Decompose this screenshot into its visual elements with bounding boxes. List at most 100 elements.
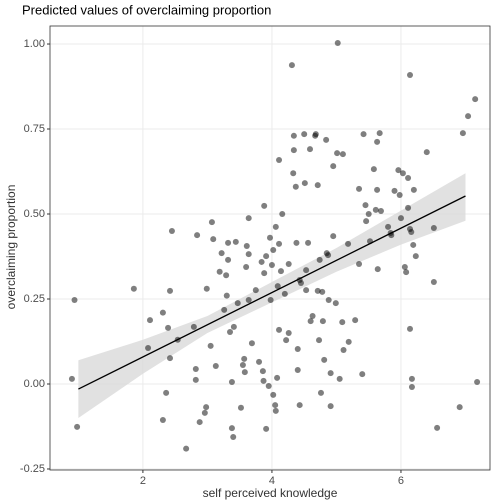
data-point (314, 182, 321, 189)
data-point (145, 344, 152, 351)
data-point (71, 297, 78, 304)
data-point (239, 361, 246, 368)
data-point (397, 215, 404, 222)
data-point (221, 306, 228, 313)
data-point (258, 258, 265, 265)
data-point (283, 337, 290, 344)
data-point (290, 132, 297, 139)
data-point (230, 434, 237, 441)
data-point (363, 218, 370, 225)
data-point (372, 206, 379, 213)
data-point (243, 264, 250, 271)
data-point (408, 375, 415, 382)
data-point (201, 409, 208, 416)
data-point (192, 376, 199, 383)
data-point (241, 369, 248, 376)
data-point (410, 241, 417, 248)
data-point (263, 253, 270, 260)
data-point (370, 166, 377, 173)
data-point (376, 130, 383, 137)
data-point (225, 239, 232, 246)
data-point (288, 62, 295, 69)
data-point (401, 264, 408, 271)
data-point (472, 96, 479, 103)
data-point (243, 242, 250, 249)
data-point (316, 256, 323, 263)
data-point (261, 270, 268, 277)
data-point (147, 317, 153, 324)
data-point (423, 149, 430, 156)
data-point (434, 424, 441, 431)
data-point (277, 268, 284, 275)
data-point (74, 423, 81, 430)
data-point (405, 174, 412, 181)
data-point (330, 163, 337, 170)
data-point (362, 202, 369, 209)
data-point (377, 207, 384, 214)
data-point (261, 202, 268, 209)
data-point (374, 186, 381, 193)
data-point (359, 371, 366, 378)
y-tick-label: -0.25 (20, 463, 45, 475)
data-point (276, 240, 283, 247)
data-point (167, 287, 173, 294)
data-point (339, 319, 346, 326)
data-point (307, 146, 313, 153)
data-point (408, 384, 415, 391)
confidence-band (78, 173, 466, 418)
data-point (212, 362, 219, 369)
data-point (365, 211, 372, 218)
data-point (245, 215, 252, 222)
data-point (241, 355, 248, 362)
data-point (303, 267, 310, 274)
x-axis-title: self perceived knowledge (203, 486, 338, 500)
data-point (163, 389, 170, 396)
data-point (345, 240, 352, 247)
chart-title: Predicted values of overclaiming proport… (22, 2, 271, 17)
data-point (223, 292, 230, 299)
data-point (399, 170, 406, 177)
data-point (272, 402, 279, 409)
data-point (218, 250, 225, 257)
data-point (228, 378, 235, 385)
data-point (312, 131, 319, 138)
data-point (408, 229, 415, 236)
data-point (165, 324, 172, 331)
data-point (245, 297, 252, 304)
y-tick-label: 0.00 (24, 378, 45, 390)
data-point (301, 131, 308, 138)
data-point (396, 191, 403, 198)
data-point (223, 272, 230, 279)
data-point (234, 300, 241, 307)
data-point (285, 329, 292, 336)
y-tick-label: 0.75 (24, 123, 45, 135)
data-point (407, 71, 413, 78)
data-point (403, 269, 410, 276)
data-point (281, 290, 288, 297)
data-point (68, 375, 75, 382)
data-point (159, 417, 166, 424)
data-point (323, 136, 330, 143)
data-point (345, 338, 352, 345)
data-point (276, 326, 283, 333)
data-point (395, 167, 402, 174)
data-point (327, 370, 334, 377)
data-point (305, 239, 312, 246)
data-point (332, 300, 339, 307)
data-point (294, 345, 301, 352)
x-tick-label: 2 (140, 475, 146, 487)
data-point (210, 236, 217, 243)
data-point (474, 378, 481, 385)
data-point (317, 389, 324, 396)
data-point (237, 404, 244, 411)
data-point (270, 247, 277, 254)
data-point (274, 374, 281, 381)
data-point (334, 150, 341, 157)
data-point (410, 186, 417, 193)
data-point (325, 297, 332, 304)
data-point (316, 337, 323, 344)
data-point (334, 39, 341, 46)
data-point (276, 156, 283, 163)
data-point (336, 375, 343, 382)
